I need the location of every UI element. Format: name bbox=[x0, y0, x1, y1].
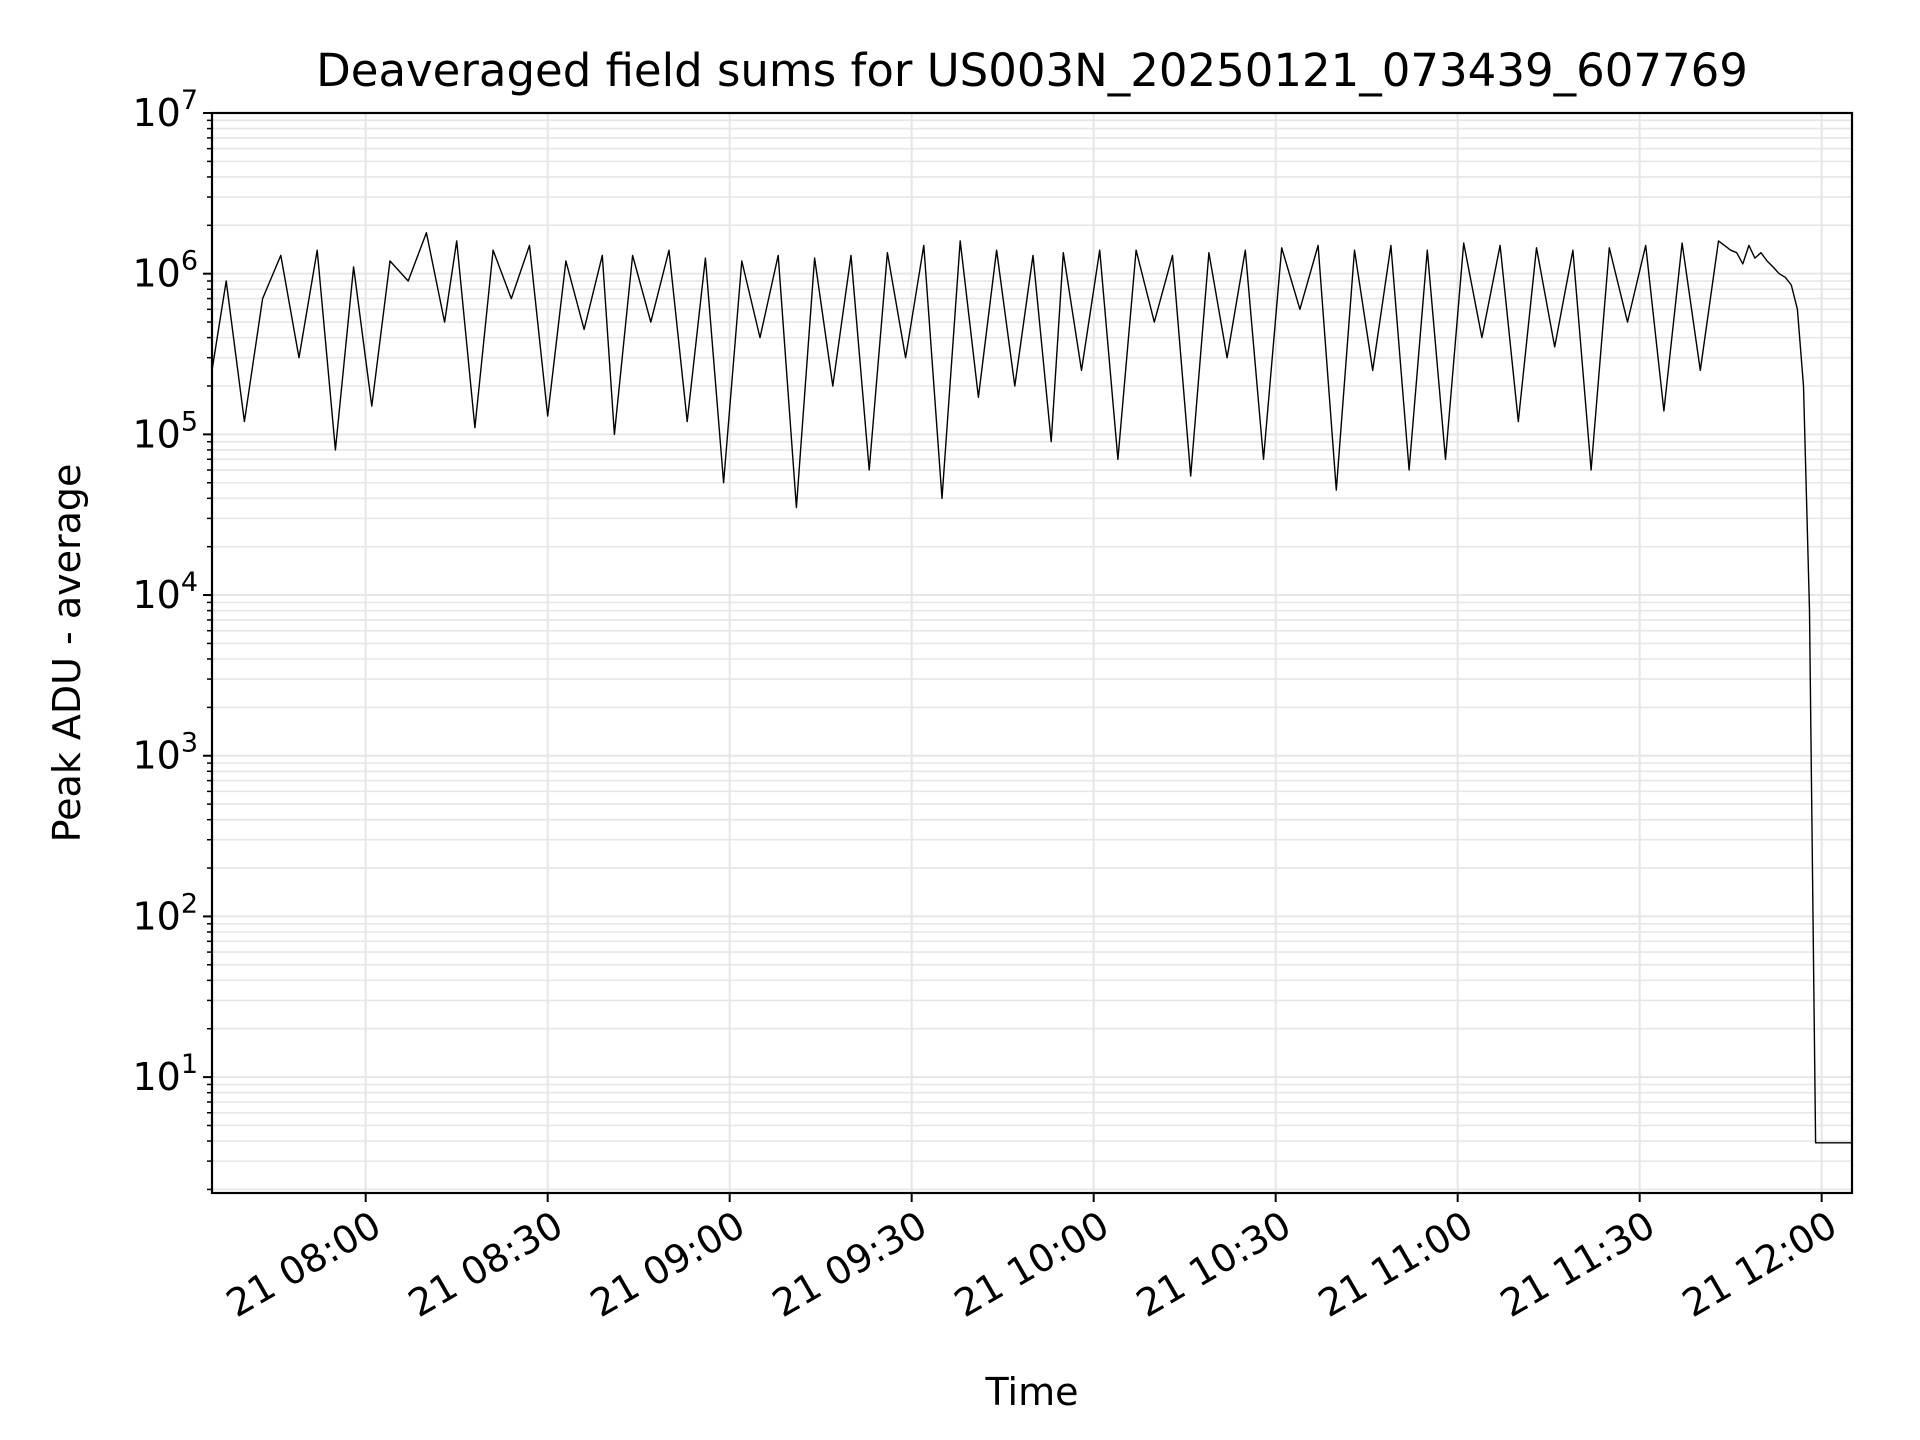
y-tick-base: 10 bbox=[132, 252, 180, 296]
y-tick-base: 10 bbox=[132, 734, 180, 778]
y-tick-base: 10 bbox=[132, 894, 180, 938]
y-tick-label: 107 bbox=[132, 85, 198, 135]
plot-frame bbox=[210, 111, 1854, 1195]
x-tick-label: 21 09:00 bbox=[583, 1203, 752, 1326]
y-axis-label: Peak ADU - average bbox=[45, 464, 89, 843]
x-tick-label: 21 09:30 bbox=[765, 1203, 934, 1326]
y-tick-exponent: 1 bbox=[181, 1049, 198, 1080]
y-tick-label: 105 bbox=[132, 406, 198, 456]
y-tick-base: 10 bbox=[132, 1055, 180, 1099]
y-tick-exponent: 5 bbox=[181, 406, 198, 437]
x-tick-label: 21 12:00 bbox=[1675, 1203, 1844, 1326]
x-axis-label: Time bbox=[985, 1370, 1079, 1414]
y-tick-exponent: 7 bbox=[181, 85, 198, 116]
y-tick-exponent: 3 bbox=[181, 728, 198, 759]
x-tick-label: 21 10:00 bbox=[947, 1203, 1116, 1326]
x-axis: 21 08:00 21 08:30 21 09:00 21 09:30 21 10:00… bbox=[219, 1193, 1844, 1326]
y-tick-label: 103 bbox=[132, 728, 198, 778]
x-tick-label: 21 11:00 bbox=[1311, 1203, 1480, 1326]
grid-major bbox=[212, 112, 1852, 1193]
grid-minor bbox=[212, 119, 1852, 1191]
y-tick-exponent: 6 bbox=[181, 246, 198, 277]
y-tick-label: 104 bbox=[132, 567, 198, 617]
y-tick-exponent: 2 bbox=[181, 888, 198, 919]
y-tick-base: 10 bbox=[132, 412, 180, 456]
y-tick-base: 10 bbox=[132, 573, 180, 617]
y-tick-label: 106 bbox=[132, 246, 198, 296]
y-tick-label: 102 bbox=[132, 888, 198, 938]
y-tick-label: 101 bbox=[132, 1049, 198, 1099]
chart-title: Deaveraged field sums for US003N_2025012… bbox=[316, 44, 1748, 97]
y-tick-base: 10 bbox=[132, 91, 180, 135]
series-line bbox=[211, 232, 1852, 1144]
x-tick-label: 21 10:30 bbox=[1129, 1203, 1298, 1326]
x-tick-label: 21 08:00 bbox=[219, 1203, 388, 1326]
y-tick-exponent: 4 bbox=[181, 567, 198, 598]
x-tick-label: 21 08:30 bbox=[401, 1203, 570, 1326]
x-tick-label: 21 11:30 bbox=[1493, 1203, 1662, 1326]
